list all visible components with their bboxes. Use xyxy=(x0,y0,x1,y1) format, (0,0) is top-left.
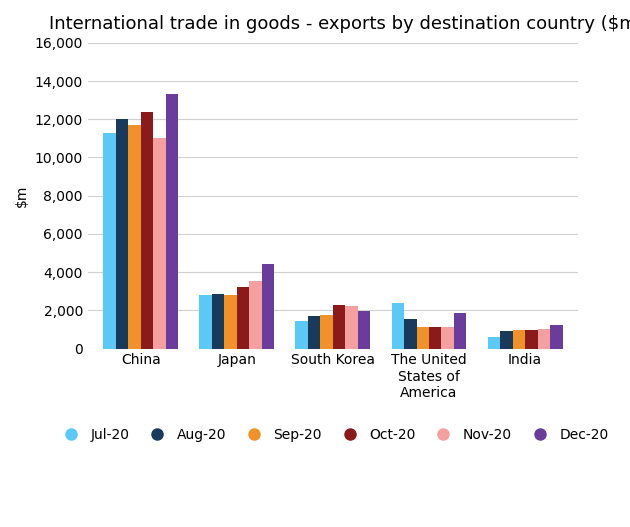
Legend: Jul-20, Aug-20, Sep-20, Oct-20, Nov-20, Dec-20: Jul-20, Aug-20, Sep-20, Oct-20, Nov-20, … xyxy=(52,423,614,448)
Y-axis label: $m: $m xyxy=(15,184,29,207)
Bar xyxy=(345,306,358,348)
Bar xyxy=(166,94,178,348)
Bar xyxy=(500,331,513,348)
Bar xyxy=(140,112,153,348)
Bar xyxy=(116,119,128,348)
Bar xyxy=(416,327,429,348)
Bar xyxy=(295,321,308,348)
Bar xyxy=(153,139,166,348)
Bar xyxy=(199,295,212,348)
Bar xyxy=(249,281,261,348)
Bar xyxy=(429,327,442,348)
Bar xyxy=(391,302,404,348)
Bar xyxy=(537,329,550,348)
Bar xyxy=(321,315,333,348)
Bar xyxy=(103,133,116,348)
Bar xyxy=(308,316,321,348)
Bar xyxy=(224,295,237,348)
Bar xyxy=(212,294,224,348)
Bar xyxy=(404,319,416,348)
Bar xyxy=(454,313,466,348)
Text: International trade in goods - exports by destination country ($m): International trade in goods - exports b… xyxy=(49,15,630,33)
Bar xyxy=(442,327,454,348)
Bar xyxy=(237,287,249,348)
Bar xyxy=(333,305,345,348)
Bar xyxy=(525,330,537,348)
Bar xyxy=(488,337,500,348)
Bar xyxy=(358,311,370,348)
Bar xyxy=(261,264,274,348)
Bar xyxy=(550,325,563,348)
Bar xyxy=(128,125,140,348)
Bar xyxy=(513,330,525,348)
